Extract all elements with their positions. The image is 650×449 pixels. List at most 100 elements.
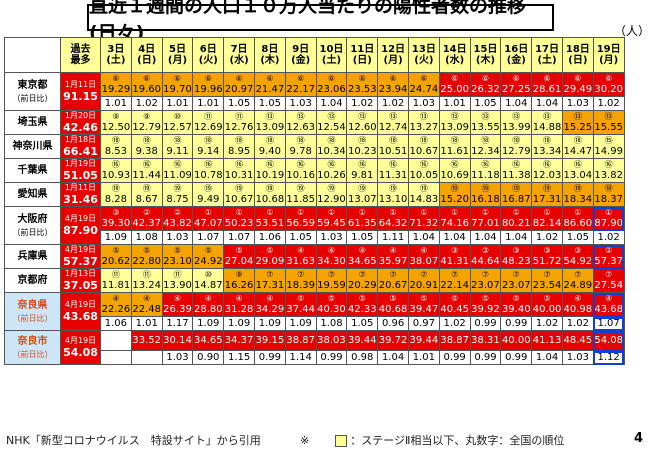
value-cell: ① 86.60 xyxy=(561,206,594,231)
rank-badge: ① xyxy=(327,208,336,217)
value-cell: ⑤ 39.40 xyxy=(500,292,533,317)
value-cell: ② 43.82 xyxy=(161,206,194,231)
ratio-cell: 1.03 xyxy=(161,350,194,365)
value-cell: 39.44 xyxy=(346,330,379,351)
rank-badge: ⑯ xyxy=(450,160,459,169)
max-cell: 4月19日 87.90 xyxy=(60,206,101,245)
ratio-cell: 0.98 xyxy=(346,350,379,365)
rank-badge: ① xyxy=(512,208,520,217)
header-max: 過去 最多 xyxy=(60,37,101,73)
value-cell: ⑥ 19.96 xyxy=(192,72,225,97)
value-cell: ⑥ 30.20 xyxy=(592,72,625,97)
ratio-cell: 1.05 xyxy=(346,230,379,245)
rank-badge: ⑪ xyxy=(142,270,151,279)
rank-badge: ⑦ xyxy=(543,270,551,279)
rank-badge: ⑲ xyxy=(142,184,151,193)
rank-badge: ⑯ xyxy=(358,160,367,169)
value-cell: ⑱ 10.67 xyxy=(407,134,440,159)
cell-value: 29.49 xyxy=(563,84,593,95)
value-cell: ④ 43.68 xyxy=(592,292,625,317)
cell-value: 9.78 xyxy=(289,146,312,157)
cell-value: 22.26 xyxy=(101,304,131,315)
rank-badge: ⑬ xyxy=(604,112,613,121)
value-cell: ⑱ 12.79 xyxy=(500,134,533,159)
rank-badge: ⑦ xyxy=(451,270,459,279)
header-day-date: 19日 xyxy=(596,44,621,55)
cell-value: 18.39 xyxy=(286,280,315,291)
ratio-cell: 1.02 xyxy=(592,96,625,111)
ratio-cell: 1.17 xyxy=(161,316,194,331)
value-cell: ⑲ 18.34 xyxy=(561,182,594,207)
prefecture-label: 大阪府 xyxy=(17,213,48,225)
cell-value: 48.23 xyxy=(501,256,531,267)
max-cell: 4月19日 43.68 xyxy=(60,292,101,331)
max-cell: 1月19日 51.05 xyxy=(60,158,101,183)
rank-badge: ⑬ xyxy=(512,112,521,121)
cell-value: 23.07 xyxy=(471,280,500,291)
value-cell: ⑥ 23.06 xyxy=(315,72,348,97)
value-cell: ④ 31.63 xyxy=(284,244,317,269)
value-cell: ① 80.21 xyxy=(500,206,533,231)
rank-badge: ③ xyxy=(512,246,520,255)
cell-value: 10.16 xyxy=(286,170,315,181)
rank-badge: ⑥ xyxy=(235,74,243,83)
value-cell: ① 64.32 xyxy=(377,206,409,231)
value-cell: ⑦ 23.07 xyxy=(500,268,533,293)
prefecture-sub: （前日比） xyxy=(12,349,53,359)
cell-value: 10.67 xyxy=(409,146,439,157)
rank-badge: ⑤ xyxy=(543,294,551,303)
value-cell: ⑤ 27.04 xyxy=(223,244,255,269)
max-cell: 1月13日 37.05 xyxy=(60,268,101,293)
cell-value: 40.68 xyxy=(378,304,408,315)
prefecture-sub: （前日比） xyxy=(12,93,53,103)
ratio-cell: 1.04 xyxy=(469,230,502,245)
header-day-date: 18日 xyxy=(565,44,590,55)
max-cell: 1月20日 42.46 xyxy=(60,110,101,135)
cell-value: 40.30 xyxy=(317,304,346,315)
max-date: 1月18日 xyxy=(64,135,97,145)
cell-value: 16.87 xyxy=(501,194,531,205)
rank-badge: ② xyxy=(605,246,613,255)
max-cell: 1月11日 31.46 xyxy=(60,182,101,207)
value-cell: ① 50.23 xyxy=(223,206,255,231)
value-cell: ⑥ 28.61 xyxy=(531,72,563,97)
empty-cell xyxy=(100,330,132,351)
rank-badge: ④ xyxy=(235,294,243,303)
rank-badge: ④ xyxy=(389,246,397,255)
cell-value: 47.07 xyxy=(193,218,223,229)
rank-badge: ⑬ xyxy=(389,112,398,121)
cell-value: 59.45 xyxy=(317,218,346,229)
cell-value: 12.03 xyxy=(532,170,562,181)
value-cell: ⑥ 19.29 xyxy=(100,72,132,97)
rank-badge: ⑲ xyxy=(296,184,305,193)
value-cell: ⑤ 40.68 xyxy=(377,292,409,317)
ratio-cell: 1.14 xyxy=(284,350,317,365)
value-cell: ⑯ 10.69 xyxy=(438,158,471,183)
ratio-cell: 1.07 xyxy=(192,230,225,245)
cell-value: 64.32 xyxy=(378,218,408,229)
rank-badge: ⑩ xyxy=(204,270,212,279)
rank-badge: ⑱ xyxy=(419,136,428,145)
ratio-cell: 1.12 xyxy=(592,350,625,365)
cell-value: 38.07 xyxy=(409,256,439,267)
rank-badge: ① xyxy=(358,208,366,217)
cell-value: 39.47 xyxy=(409,304,439,315)
rank-badge: ⑬ xyxy=(419,112,428,121)
max-value: 54.08 xyxy=(63,346,98,359)
max-date: 1月20日 xyxy=(64,111,97,121)
cell-value: 11.81 xyxy=(101,280,131,291)
cell-value: 12.90 xyxy=(317,194,346,205)
header-day-weekday: (水) xyxy=(229,55,249,66)
value-cell: ⑲ 10.67 xyxy=(223,182,255,207)
cell-value: 8.67 xyxy=(135,194,158,205)
cell-value: 34.30 xyxy=(317,256,346,267)
ratio-cell: 1.04 xyxy=(377,350,409,365)
cell-value: 34.29 xyxy=(255,304,285,315)
rank-badge: ⑥ xyxy=(143,74,151,83)
value-cell: 39.72 xyxy=(377,330,409,351)
rank-badge: ⑲ xyxy=(389,184,398,193)
rank-badge: ⑱ xyxy=(512,136,521,145)
cell-value: 25.00 xyxy=(440,84,469,95)
header-day-weekday: (金) xyxy=(291,55,311,66)
value-cell: ③ 51.72 xyxy=(531,244,563,269)
